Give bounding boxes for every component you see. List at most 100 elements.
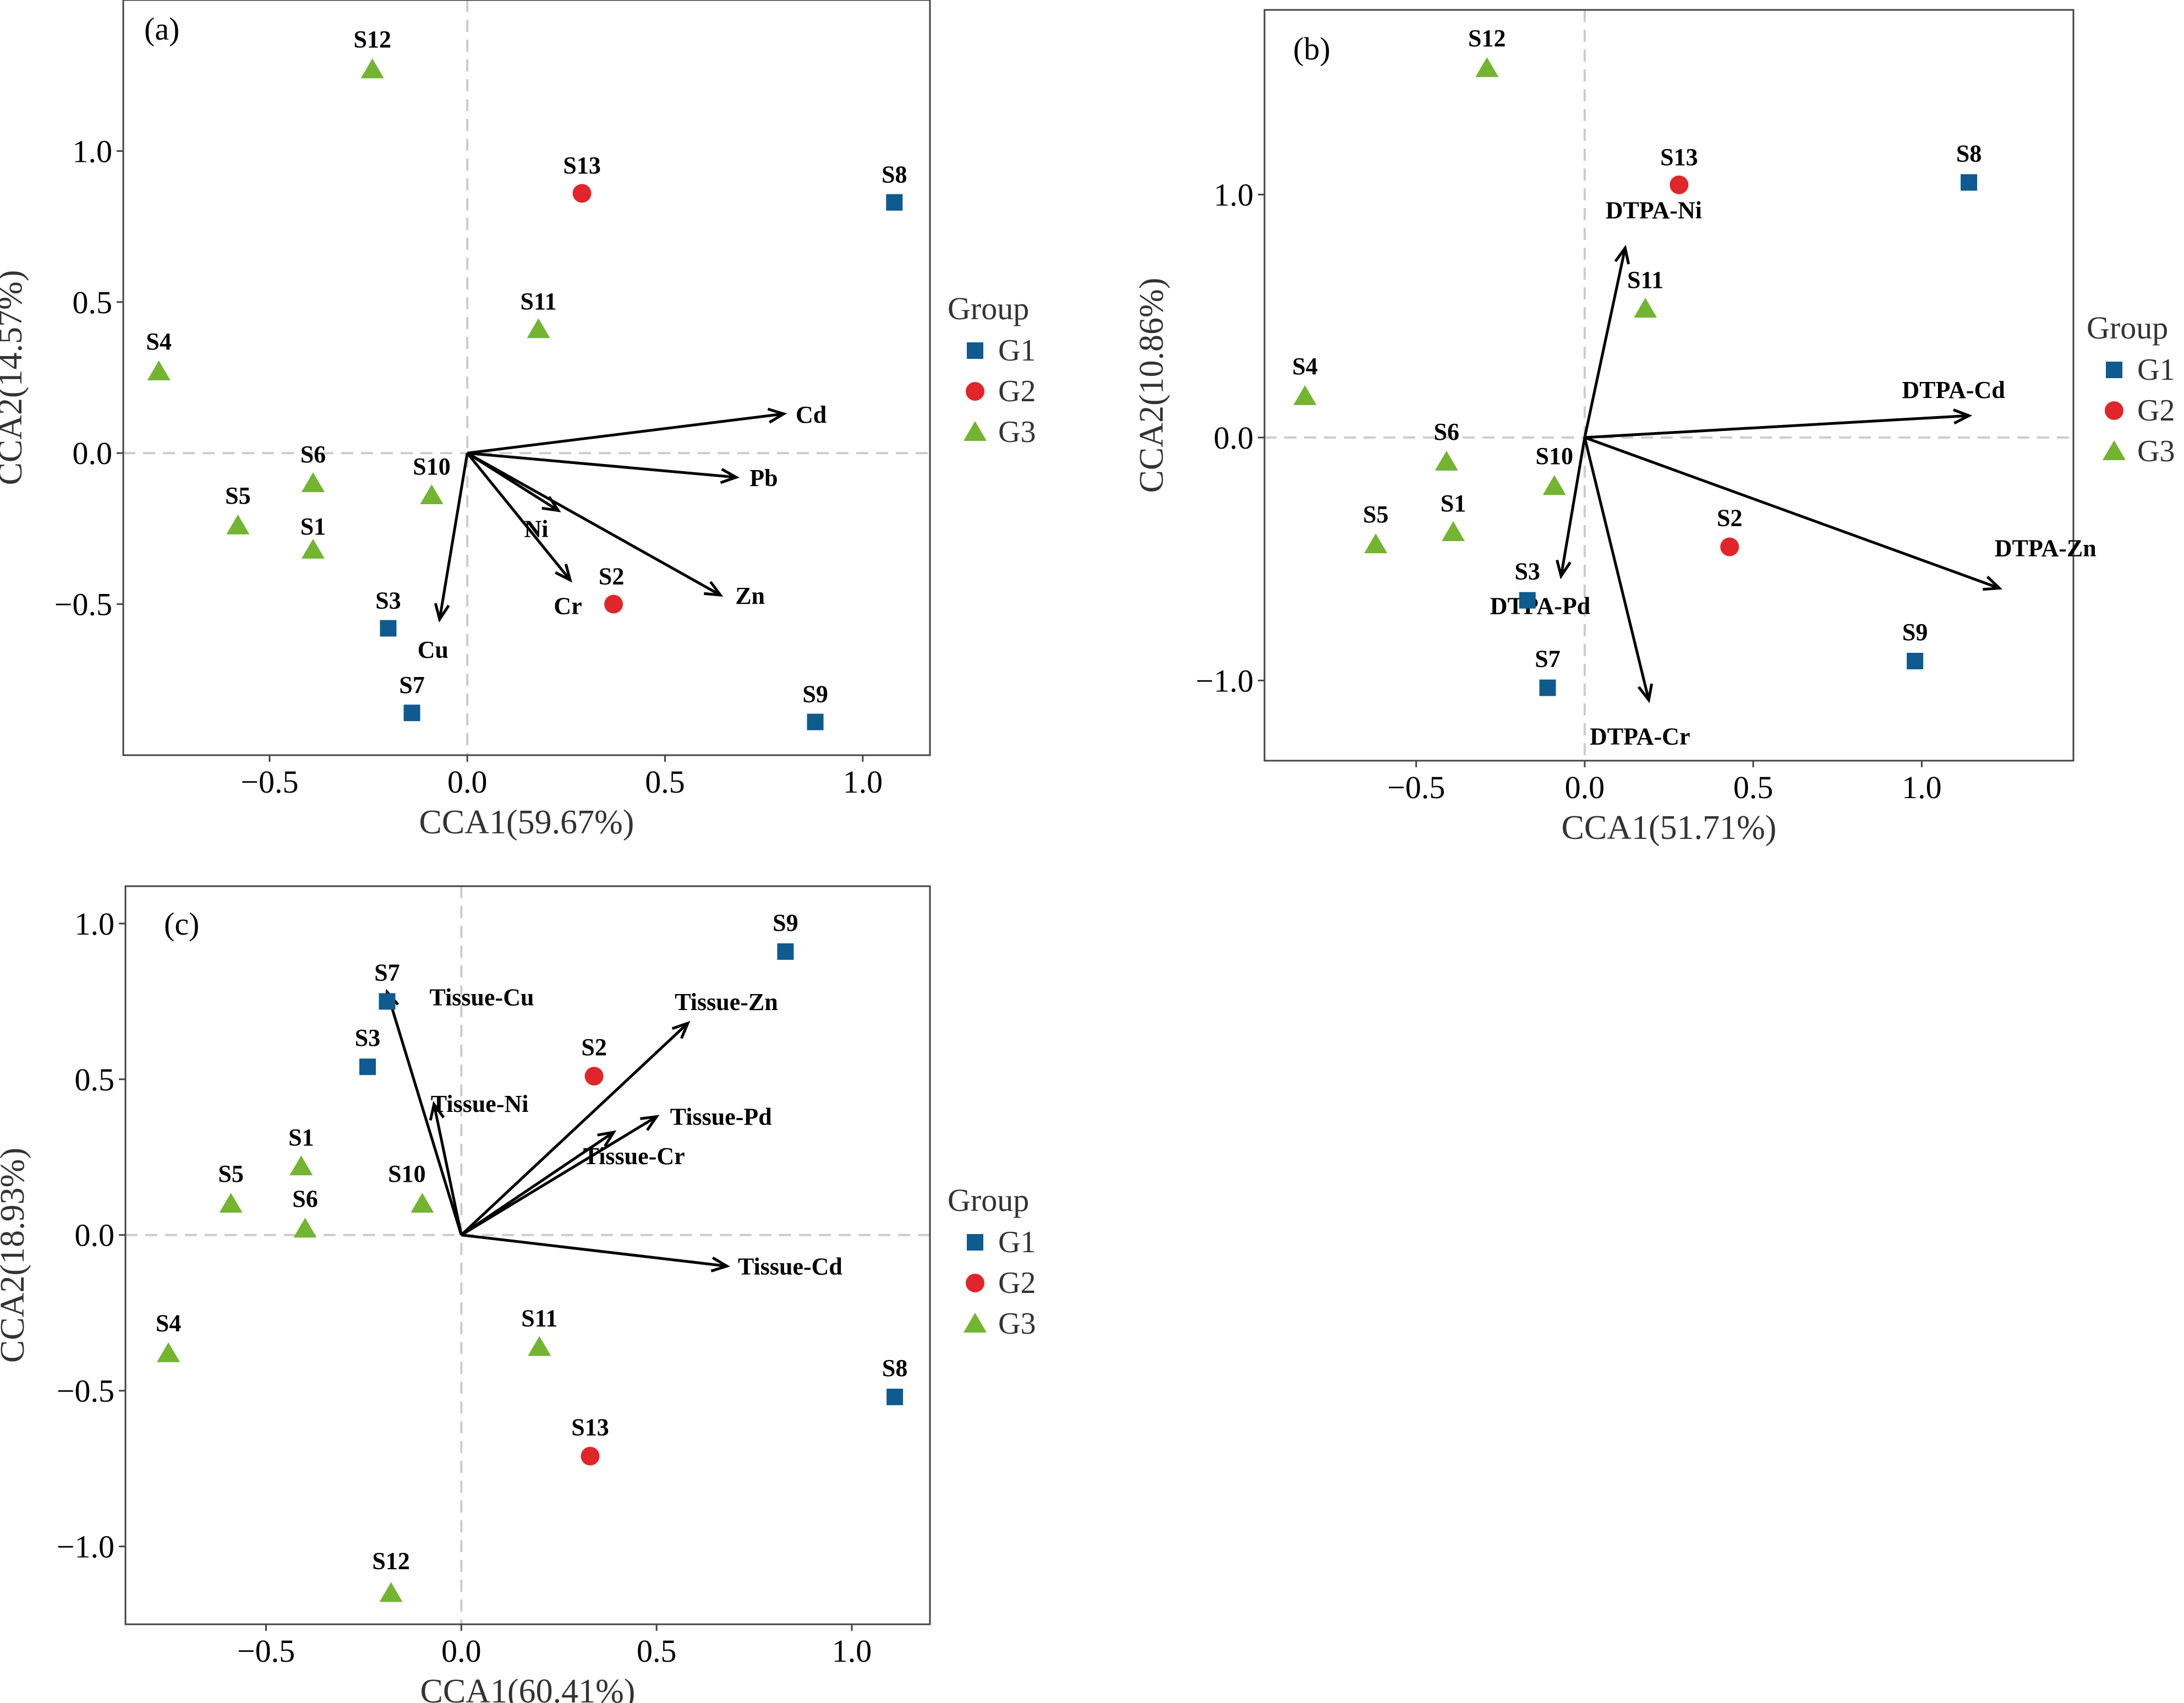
vector-label: Tissue-Zn	[675, 989, 778, 1016]
legend-title: Group	[2087, 310, 2168, 346]
sample-point: S2	[581, 1034, 607, 1086]
point-marker	[147, 361, 171, 381]
point-marker	[886, 1388, 904, 1405]
vector-arrowhead	[671, 1020, 691, 1039]
point-label: S1	[288, 1124, 314, 1151]
y-tick-label: 1.0	[1214, 177, 1254, 212]
sample-point: S8	[882, 161, 907, 211]
panel-tag: (c)	[164, 906, 199, 942]
sample-point: S1	[300, 513, 326, 559]
loading-vector: DTPA-Ni	[1583, 197, 1702, 438]
point-marker	[1475, 57, 1499, 77]
sample-point: S8	[1956, 140, 1982, 191]
point-label: S5	[1363, 501, 1388, 528]
x-tick-label: −0.5	[240, 764, 298, 800]
sample-point: S11	[1627, 266, 1663, 318]
point-marker	[807, 713, 824, 730]
point-label: S6	[292, 1185, 318, 1212]
vector-arrowhead	[720, 468, 740, 484]
x-tick-label: 0.0	[441, 1633, 481, 1669]
point-label: S9	[773, 909, 798, 936]
sample-point: S12	[372, 1547, 410, 1602]
vector-line	[386, 991, 463, 1236]
legend-item-g2: G2	[966, 374, 1036, 408]
vector-line	[467, 412, 784, 455]
vector-arrowhead	[597, 1130, 617, 1147]
sample-point: S12	[1468, 25, 1506, 77]
vector-label: DTPA-Cr	[1590, 723, 1690, 750]
loading-vector: Cr	[466, 452, 582, 620]
y-axis-title: CCA2(10.86%)	[1133, 278, 1170, 493]
sample-point: S6	[1434, 418, 1459, 471]
legend-marker	[964, 421, 987, 441]
point-label: S2	[1717, 505, 1742, 532]
legend-marker	[2103, 440, 2126, 460]
vector-line	[460, 1022, 689, 1236]
vector-arrowhead	[429, 1101, 445, 1121]
x-axis-title: CCA1(60.41%)	[420, 1673, 636, 1703]
point-label: S4	[1292, 353, 1317, 380]
point-label: S11	[1627, 266, 1663, 293]
legend-marker	[966, 382, 984, 401]
panel-b: −0.5 0.0 0.5 1.0 −1.0 0.0 1.0 CCA1(51.71%) CCA2(…	[1133, 9, 2175, 847]
vector-line	[1584, 414, 1969, 439]
point-label: S11	[521, 1304, 557, 1331]
point-marker	[403, 705, 420, 722]
panel-a: −0.5 0.0 0.5 1.0 −0.5 0.0 0.5 1.0 CCA1(59.67%) CC…	[0, 0, 1036, 841]
point-label: S10	[1536, 443, 1573, 470]
sample-point: S3	[1515, 558, 1540, 609]
sample-point: S4	[146, 328, 172, 381]
vector-label: Tissue-Cr	[583, 1143, 685, 1170]
legend-label: G2	[998, 1266, 1036, 1300]
point-marker	[301, 472, 325, 493]
plot-frame	[124, 885, 931, 1625]
vector-arrowhead	[1953, 408, 1973, 425]
point-marker	[572, 184, 592, 203]
sample-point: S9	[1902, 619, 1928, 670]
point-label: S3	[355, 1024, 380, 1051]
sample-point: S6	[300, 441, 326, 493]
point-marker	[219, 1193, 243, 1213]
legend-label: G1	[998, 1225, 1036, 1259]
vector-label: Tissue-Cu	[430, 984, 534, 1011]
legend-item-g1: G1	[967, 334, 1036, 368]
legend-title: Group	[948, 291, 1029, 326]
sample-point: S12	[353, 26, 391, 79]
point-label: S7	[1535, 646, 1560, 673]
loading-vector: DTPA-Pd	[1490, 437, 1590, 620]
sample-point: S4	[156, 1310, 181, 1362]
vector-label: Tissue-Ni	[431, 1090, 529, 1117]
vector-line	[1559, 437, 1586, 576]
point-label: S8	[882, 161, 907, 188]
point-marker	[527, 318, 550, 339]
legend: Group G1 G2 G3	[948, 291, 1036, 449]
x-tick-label: 0.5	[637, 1633, 677, 1669]
vector-label: Pb	[749, 465, 778, 492]
legend-marker	[964, 1313, 987, 1333]
point-label: S8	[1956, 140, 1982, 167]
y-tick-label: 0.0	[75, 1218, 115, 1253]
legend-item-g3: G3	[964, 415, 1036, 449]
sample-point: S1	[288, 1124, 314, 1176]
x-tick-label: −0.5	[237, 1633, 295, 1669]
point-label: S4	[156, 1310, 181, 1337]
point-marker	[379, 993, 396, 1010]
sample-point: S10	[388, 1160, 434, 1213]
sample-point: S11	[521, 288, 557, 339]
vector-label: Tissue-Cd	[738, 1253, 842, 1280]
vector-line	[438, 452, 469, 620]
y-tick-label: 0.5	[75, 1062, 115, 1098]
sample-point: S2	[1717, 505, 1742, 556]
vector-arrowhead	[1614, 244, 1630, 265]
point-label: S4	[146, 328, 171, 355]
loading-vector: Pb	[467, 451, 778, 492]
sample-point: S7	[399, 672, 425, 722]
x-tick-label: 0.5	[1733, 769, 1774, 805]
point-label: S13	[1660, 144, 1698, 171]
point-marker	[777, 943, 794, 960]
legend: Group G1 G2 G3	[2087, 310, 2175, 468]
point-label: S8	[882, 1355, 907, 1382]
vector-line	[461, 1115, 658, 1236]
loading-vector: Cu	[418, 452, 469, 663]
y-tick-label: 1.0	[73, 133, 113, 169]
